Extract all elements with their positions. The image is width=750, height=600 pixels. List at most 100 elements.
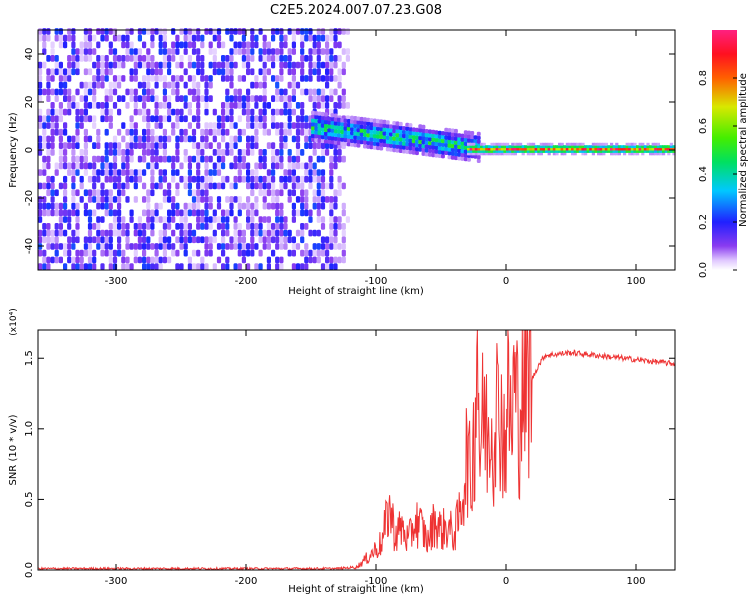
spectrogram-cell [38,135,43,143]
spectrogram-cell [411,131,416,136]
spectrogram-cell [121,61,126,69]
spectrogram-cell [258,95,263,102]
spectrogram-cell [50,75,55,82]
spectrogram-cell [279,135,284,143]
spectrogram-cell [539,142,543,146]
spectrogram-cell [96,102,101,109]
spectrogram-cell [250,229,255,237]
spectrogram-cell [100,216,105,223]
spectrogram-cell [346,130,351,135]
spectrogram-cell [325,95,330,102]
spectrogram-xtick-label: -300 [105,276,128,287]
spectrogram-cell [104,229,109,237]
spectrogram-cell [291,34,296,42]
spectrogram-cell [467,150,471,153]
spectrogram-cell [204,128,209,136]
spectrogram-cell [187,55,192,62]
spectrogram-cell [233,216,238,223]
spectrogram-cell [395,129,400,134]
spectrogram-cell [42,28,47,35]
spectrogram-cell [295,115,301,123]
spectrogram-cell [79,155,84,163]
spectrogram-cell [92,34,97,42]
spectrogram-cell [325,263,330,270]
spectrogram-cell [87,28,93,35]
spectrogram-cell [672,145,676,149]
spectrogram-cell [221,122,226,129]
spectrogram-cell [287,102,292,109]
spectrogram-cell [150,149,155,156]
spectrogram-cell [63,175,68,183]
spectrogram-cell [287,115,292,123]
spectrogram-cell [54,169,59,176]
spectrogram-cell [324,135,328,140]
spectrogram-cell [325,75,330,82]
spectrogram-cell [308,256,313,264]
spectrogram-cell [92,169,97,176]
spectrogram-cell [385,131,390,136]
spectrogram-cell [389,124,393,129]
spectrogram-cell [83,249,88,257]
spectrogram-cell [308,88,313,96]
spectrogram-cell [317,130,322,135]
spectrogram-cell [162,61,167,69]
spectrogram-cell [405,138,410,143]
spectrogram-cell [633,152,637,156]
spectrogram-cell [121,216,126,223]
spectrogram-cell [467,134,471,139]
spectrogram-cell [450,136,455,141]
spectrogram-cell [196,216,201,223]
spectrogram-cell [353,127,358,132]
spectrogram-cell [158,202,163,210]
spectrogram-cell [175,169,180,176]
spectrogram-cell [341,209,346,217]
spectrogram-cell [204,102,209,109]
spectrogram-cell [474,147,478,151]
spectrogram-cell [38,229,43,237]
spectrogram-cell [275,149,280,156]
spectrogram-cell [353,119,358,125]
spectrogram-cell [191,202,197,210]
spectrogram-cell [521,145,525,149]
spectrogram-cell [262,155,267,163]
spectrogram-cell [329,263,334,270]
spectrogram-cell [104,28,109,35]
spectrogram-cell [372,126,377,131]
spectrogram-cell [304,135,309,143]
spectrogram-cell [597,147,601,151]
spectrogram-cell [480,150,484,153]
spectrogram-cell [216,115,222,123]
spectrogram-cell [241,162,246,170]
spectrogram-cell [473,154,478,159]
spectrogram-cell [212,128,217,136]
spectrogram-cell [129,209,134,217]
spectrogram-cell [150,128,155,136]
spectrogram-cell [250,48,255,55]
spectrogram-cell [291,135,296,143]
spectrogram-cell [92,88,97,96]
spectrogram-cell [146,189,151,197]
spectrogram-cell [537,145,541,149]
spectrogram-cell [333,75,338,82]
spectrogram-cell [75,256,80,264]
spectrogram-cell [104,209,109,217]
spectrogram-cell [576,145,580,149]
spectrogram-cell [233,122,238,129]
spectrogram-cell [208,75,213,82]
spectrogram-cell [246,88,251,96]
spectrogram-cell [271,108,276,116]
spectrogram-cell [584,150,588,153]
spectrogram-cell [67,236,72,244]
spectrogram-cell [142,169,147,176]
spectrogram-cell [246,61,251,69]
spectrogram-cell [447,155,452,160]
spectrogram-cell [287,169,292,176]
spectrogram-cell [225,108,230,116]
spectrogram-cell [581,147,585,151]
spectrogram-cell [54,108,59,116]
spectrogram-cell [300,189,305,197]
spectrogram-cell [317,134,322,139]
spectrogram-cell [150,55,155,62]
spectrogram-cell [187,102,192,109]
spectrogram-cell [287,249,292,257]
